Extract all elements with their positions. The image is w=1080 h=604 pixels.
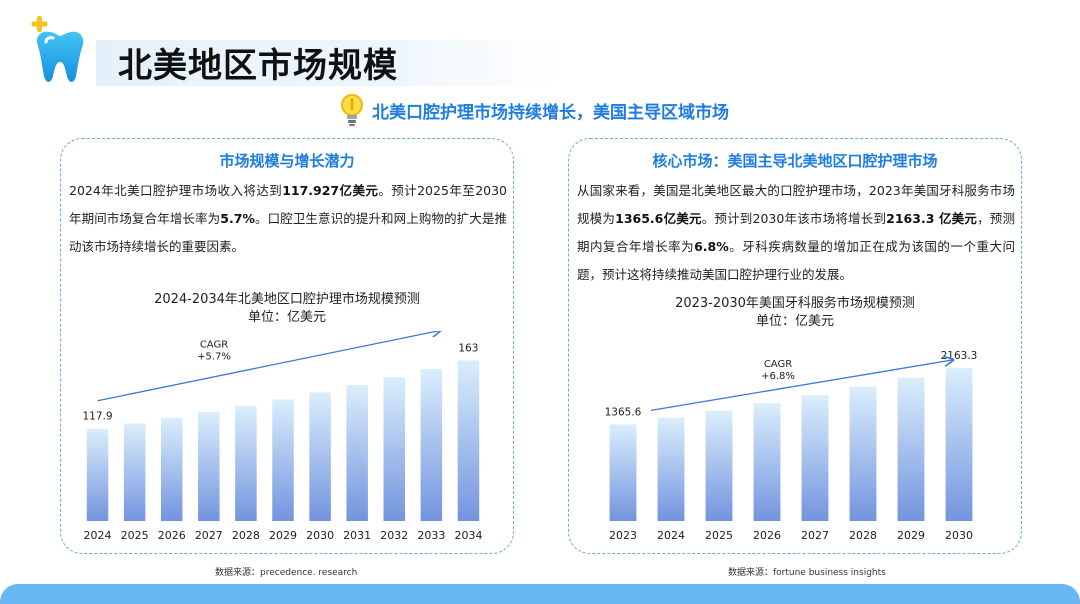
- bar-2031: [346, 384, 368, 521]
- data-label: 163: [458, 342, 478, 354]
- bar-2027: [801, 395, 829, 521]
- bar-2030: [309, 392, 331, 521]
- right-text-segment: 2163.3 亿美元: [886, 211, 978, 226]
- x-tick-label: 2024: [84, 529, 112, 542]
- bar-2028: [849, 386, 877, 521]
- right-chart-title: 2023-2030年美国牙科服务市场规模预测 单位：亿美元: [569, 295, 1021, 331]
- left-source: 数据来源：precedence. research: [215, 568, 358, 578]
- bar-2024: [86, 428, 109, 521]
- cagr-value: +6.8%: [761, 371, 795, 382]
- footer-band: [0, 584, 1080, 604]
- x-tick-label: 2030: [306, 529, 334, 542]
- right-text-segment: 。牙科疾病数量的增加正在成为该国的一个重大问题，预计这将持续推动美国口腔护理行业…: [577, 239, 1015, 282]
- left-panel-text: 2024年北美口腔护理市场收入将达到117.927亿美元。预计2025年至203…: [69, 177, 507, 261]
- bar-2026: [160, 417, 183, 521]
- bar-2030: [945, 367, 973, 521]
- cagr-arrow: [650, 360, 953, 411]
- page-subtitle: 北美口腔护理市场持续增长，美国主导区域市场: [372, 102, 729, 123]
- left-chart-unit: 单位：亿美元: [247, 310, 326, 325]
- cagr-arrow: [97, 331, 441, 402]
- x-tick-label: 2030: [945, 529, 973, 542]
- bar-2032: [383, 377, 406, 521]
- x-tick-label: 2023: [609, 529, 637, 542]
- data-label: 1365.6: [605, 406, 642, 418]
- bar-2027: [198, 412, 220, 521]
- left-text-segment: 2024年北美口腔护理市场收入将达到: [69, 183, 283, 198]
- title-band: [96, 40, 566, 86]
- bar-2029: [897, 377, 925, 521]
- bar-2033: [420, 369, 443, 521]
- x-tick-label: 2031: [343, 529, 371, 542]
- lightbulb-icon: [341, 94, 363, 126]
- left-chart-title: 2024-2034年北美地区口腔护理市场规模预测 单位：亿美元: [61, 291, 513, 327]
- right-chart-unit: 单位：亿美元: [755, 314, 834, 329]
- x-tick-label: 2025: [705, 529, 733, 542]
- x-tick-label: 2026: [158, 529, 186, 542]
- data-label: 117.9: [83, 411, 113, 423]
- cagr-value: +5.7%: [197, 352, 231, 363]
- x-tick-label: 2026: [753, 529, 781, 542]
- x-tick-label: 2027: [195, 529, 223, 542]
- x-tick-label: 2024: [657, 529, 685, 542]
- left-panel-title: 市场规模与增长潜力: [219, 152, 355, 170]
- left-text-segment: 5.7%: [220, 211, 255, 226]
- left-text-segment: 。口腔卫生意识的提升和网上购物的扩大是推动该市场持续增长的重要因素。: [69, 211, 507, 254]
- cagr-label: CAGR: [200, 340, 228, 351]
- right-text-segment: 6.8%: [694, 239, 729, 254]
- tooth-logo-icon: [31, 16, 84, 82]
- right-text-segment: 。预计到2030年该市场将增长到: [701, 211, 887, 226]
- bar-2029: [272, 399, 294, 521]
- left-bar-chart: 2024 117.9 2025 2026 2027 2028 2029 2030 2031 203…: [83, 331, 482, 542]
- bar-2025: [123, 423, 146, 521]
- bar-2026: [753, 403, 781, 521]
- data-label: 2163.3: [941, 350, 978, 362]
- plus-icon: [31, 16, 48, 32]
- x-tick-label: 2033: [417, 529, 445, 542]
- right-chart-title-text: 2023-2030年美国牙科服务市场规模预测: [675, 296, 915, 311]
- right-text-segment: 从国家来看，美国是北美地区最大的口腔护理市场，2023年美国牙科服务市场规模为: [577, 183, 1015, 226]
- x-tick-label: 2025: [121, 529, 149, 542]
- x-tick-label: 2028: [849, 529, 877, 542]
- x-tick-label: 2034: [454, 529, 482, 542]
- bar-2034: [457, 360, 480, 521]
- bar-2023: [609, 424, 637, 521]
- cagr-label: CAGR: [764, 359, 792, 370]
- x-tick-label: 2029: [269, 529, 297, 542]
- right-source: 数据来源：fortune business insights: [728, 568, 886, 578]
- right-panel-text: 从国家来看，美国是北美地区最大的口腔护理市场，2023年美国牙科服务市场规模为1…: [577, 177, 1015, 289]
- page-title: 北美地区市场规模: [118, 46, 398, 86]
- bar-2024: [657, 417, 685, 521]
- right-panel: 核心市场：美国主导北美地区口腔护理市场 从国家来看，美国是北美地区最大的口腔护理…: [568, 138, 1022, 554]
- right-panel-title: 核心市场：美国主导北美地区口腔护理市场: [652, 152, 938, 170]
- left-text-segment: 。预计2025年至2030年期间市场复合年增长率为: [69, 183, 508, 226]
- left-chart-title-text: 2024-2034年北美地区口腔护理市场规模预测: [154, 292, 420, 307]
- left-text-segment: 117.927亿美元: [282, 183, 379, 198]
- x-tick-label: 2028: [232, 529, 260, 542]
- right-text-segment: 1365.6亿美元: [615, 211, 702, 226]
- x-tick-label: 2027: [801, 529, 829, 542]
- bar-2028: [235, 405, 257, 521]
- left-panel: 市场规模与增长潜力 2024年北美口腔护理市场收入将达到117.927亿美元。预…: [60, 138, 514, 554]
- bar-2025: [705, 410, 733, 521]
- x-tick-label: 2029: [897, 529, 925, 542]
- right-text-segment: ，预测期内复合年增长率为: [577, 211, 1015, 254]
- subtitle-row: 北美口腔护理市场持续增长，美国主导区域市场: [338, 92, 729, 128]
- x-tick-label: 2032: [380, 529, 408, 542]
- right-bar-chart: 2023 1365.6 2024 2025 2026 2027 2028 2029 2030 21…: [605, 350, 978, 542]
